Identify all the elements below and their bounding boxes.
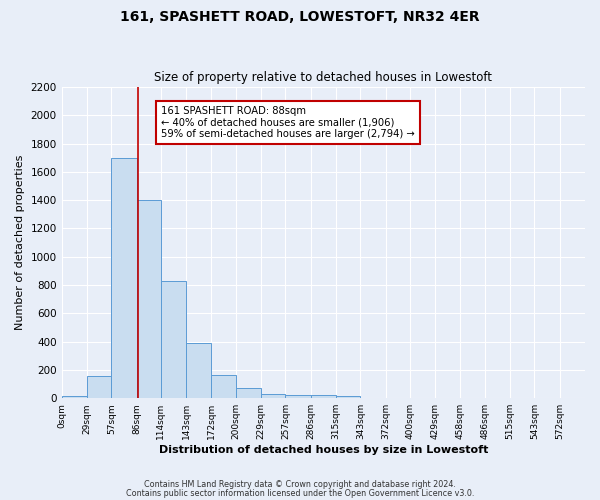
Bar: [161, 281, 186, 398]
Bar: [87, 376, 112, 398]
Title: Size of property relative to detached houses in Lowestoft: Size of property relative to detached ho…: [154, 72, 493, 85]
Text: Contains public sector information licensed under the Open Government Licence v3: Contains public sector information licen…: [126, 488, 474, 498]
Bar: [261, 394, 286, 398]
Text: Contains HM Land Registry data © Crown copyright and database right 2024.: Contains HM Land Registry data © Crown c…: [144, 480, 456, 489]
Bar: [211, 375, 236, 398]
Bar: [112, 158, 137, 398]
Text: 161 SPASHETT ROAD: 88sqm
← 40% of detached houses are smaller (1,906)
59% of sem: 161 SPASHETT ROAD: 88sqm ← 40% of detach…: [161, 106, 415, 139]
Bar: [137, 200, 161, 398]
Bar: [186, 343, 211, 398]
Bar: [336, 396, 361, 398]
Bar: [236, 388, 261, 398]
X-axis label: Distribution of detached houses by size in Lowestoft: Distribution of detached houses by size …: [158, 445, 488, 455]
Bar: [311, 394, 336, 398]
Text: 161, SPASHETT ROAD, LOWESTOFT, NR32 4ER: 161, SPASHETT ROAD, LOWESTOFT, NR32 4ER: [120, 10, 480, 24]
Y-axis label: Number of detached properties: Number of detached properties: [15, 155, 25, 330]
Bar: [286, 396, 311, 398]
Bar: [62, 396, 87, 398]
